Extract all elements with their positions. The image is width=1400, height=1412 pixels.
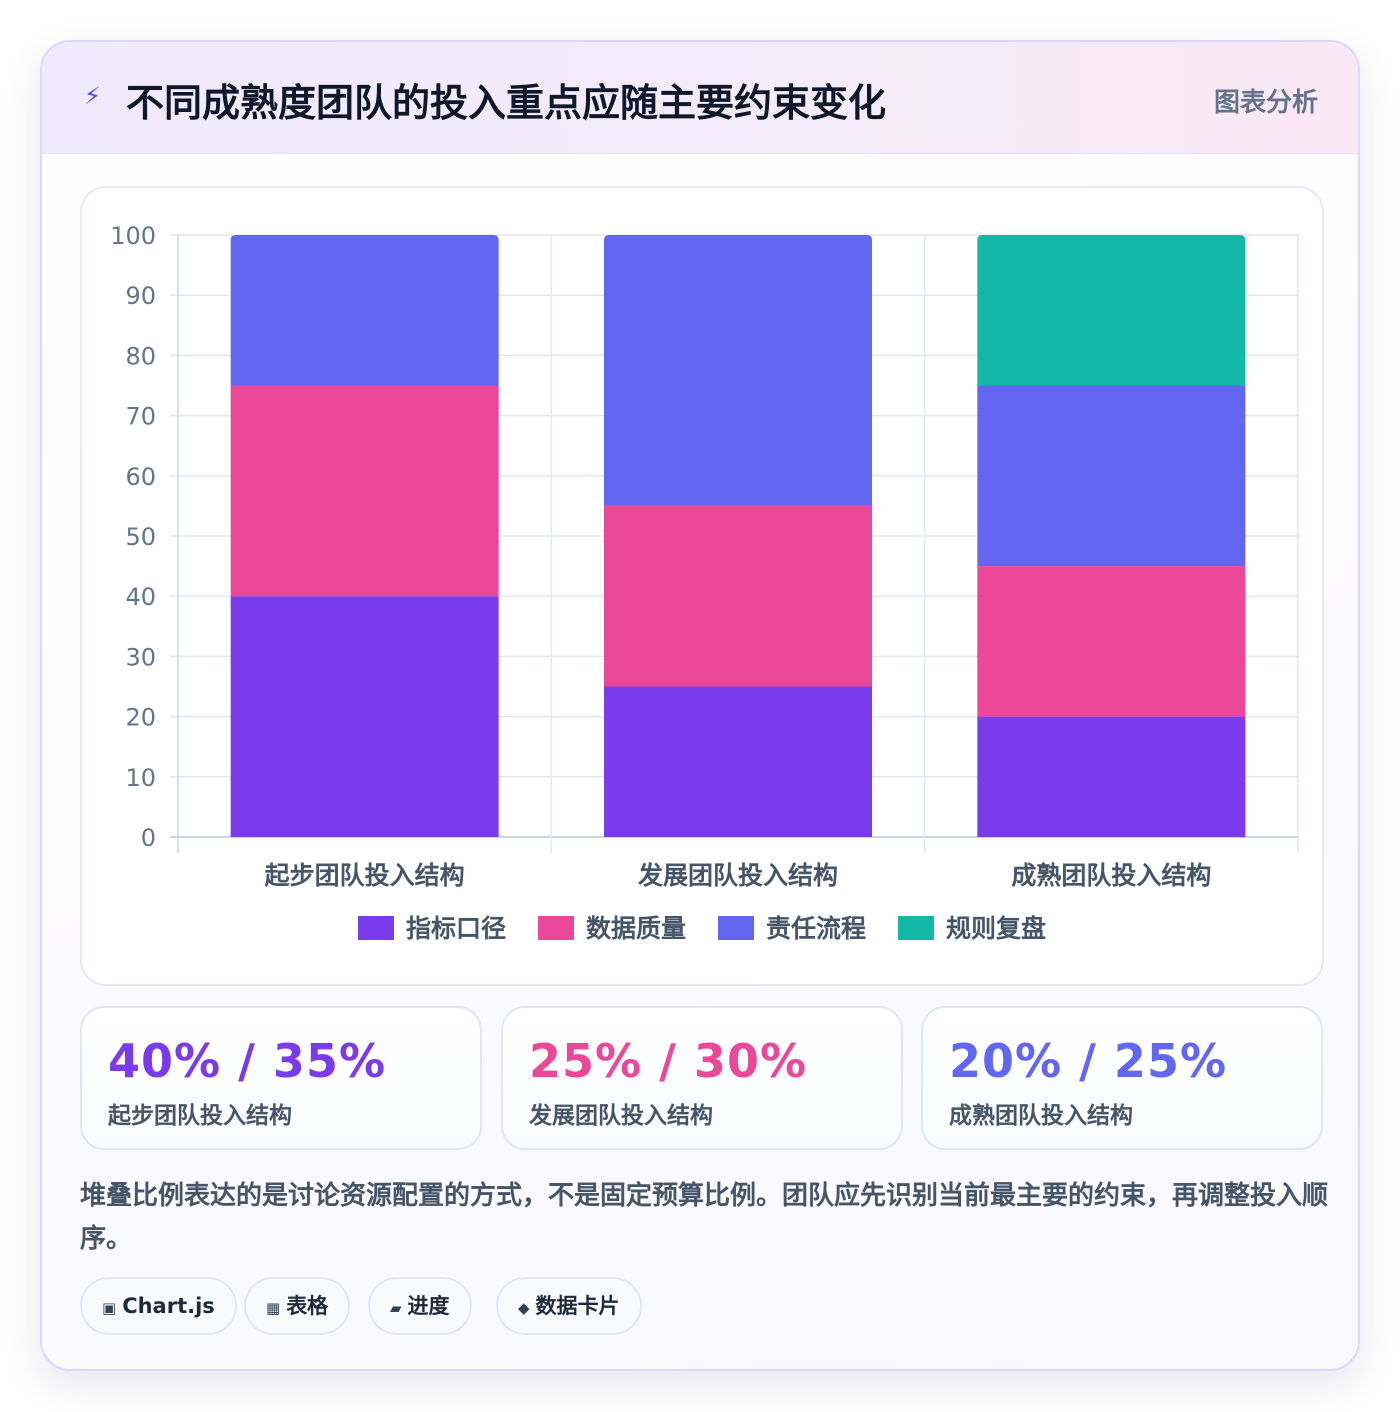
y-tick-label: 80 [125, 342, 156, 370]
y-tick-label: 30 [125, 643, 156, 671]
bar-segment [977, 566, 1246, 717]
y-tick-label: 50 [125, 523, 156, 551]
card-header: ⚡ 不同成熟度团队的投入重点应随主要约束变化 图表分析 [42, 42, 1358, 154]
chip-progress[interactable]: ▰ 进度 [368, 1277, 472, 1335]
bar-segment [977, 716, 1246, 837]
legend-label: 规则复盘 [946, 914, 1046, 943]
legend-swatch [358, 916, 394, 940]
stat-value: 25% / 30% [529, 1034, 808, 1088]
bar-segment [977, 235, 1246, 386]
stat-card-growing: 25% / 30% 发展团队投入结构 [501, 1006, 903, 1150]
y-tick-label: 20 [125, 704, 156, 732]
y-tick-label: 0 [141, 824, 156, 852]
stat-label: 发展团队投入结构 [529, 1103, 713, 1129]
data-card-icon: ◆ [518, 1299, 530, 1317]
chip-table[interactable]: ▦ 表格 [244, 1277, 351, 1335]
chip-label: 表格 [286, 1294, 329, 1318]
bar-segment [604, 686, 872, 837]
stat-card-mature: 20% / 25% 成熟团队投入结构 [921, 1006, 1323, 1150]
chart-panel: 0 10 20 30 40 50 60 70 80 90 100 起步团队投入结构 发展团队投入结构 成熟… [80, 186, 1324, 986]
chip-label: Chart.js [122, 1294, 215, 1318]
note-text: 堆叠比例表达的是讨论资源配置的方式，不是固定预算比例。团队应先识别当前最主要的约… [80, 1181, 1329, 1254]
page-title: 不同成熟度团队的投入重点应随主要约束变化 [126, 81, 887, 125]
legend-label: 数据质量 [586, 914, 686, 943]
bar-segment [230, 596, 499, 837]
legend-swatch [718, 916, 754, 940]
progress-icon: ▰ [390, 1299, 402, 1317]
y-tick-label: 70 [125, 403, 156, 431]
x-tick-label: 起步团队投入结构 [265, 861, 465, 890]
legend-swatch [538, 916, 574, 940]
stat-label: 起步团队投入结构 [108, 1103, 292, 1129]
stat-card-starter: 40% / 35% 起步团队投入结构 [80, 1006, 482, 1150]
chip-chartjs[interactable]: ▣ Chart.js [80, 1277, 237, 1335]
y-tick-label: 10 [125, 764, 156, 792]
y-tick-label: 100 [110, 222, 156, 250]
chart-card: ⚡ 不同成熟度团队的投入重点应随主要约束变化 图表分析 0 10 20 30 40 50 6… [40, 40, 1360, 1371]
y-tick-label: 90 [125, 282, 156, 310]
legend-label: 指标口径 [406, 914, 506, 943]
bar-segment [230, 235, 499, 386]
chip-label: 进度 [407, 1294, 450, 1318]
header-tag: 图表分析 [1213, 88, 1318, 118]
stat-value: 40% / 35% [108, 1034, 387, 1088]
x-tick-label: 成熟团队投入结构 [1011, 861, 1211, 890]
y-tick-label: 40 [125, 583, 156, 611]
stacked-bar-chart: 0 10 20 30 40 50 60 70 80 90 100 起步团队投入结构 发展团队投入结构 成熟… [110, 222, 1299, 943]
legend-label: 责任流程 [766, 914, 866, 943]
chip-data-card[interactable]: ◆ 数据卡片 [496, 1277, 642, 1335]
bar-segment [604, 235, 872, 506]
table-icon: ▦ [266, 1299, 281, 1317]
bar-segment [230, 385, 499, 597]
bar-segment [604, 505, 872, 687]
chip-label: 数据卡片 [535, 1294, 620, 1318]
stat-label: 成熟团队投入结构 [949, 1103, 1133, 1129]
chart-icon: ▣ [102, 1299, 117, 1317]
stat-value: 20% / 25% [949, 1034, 1228, 1088]
lightning-icon: ⚡ [84, 82, 101, 110]
y-tick-label: 60 [125, 463, 156, 491]
bar-segment [977, 385, 1246, 567]
legend-swatch [898, 916, 934, 940]
x-tick-label: 发展团队投入结构 [637, 861, 838, 890]
